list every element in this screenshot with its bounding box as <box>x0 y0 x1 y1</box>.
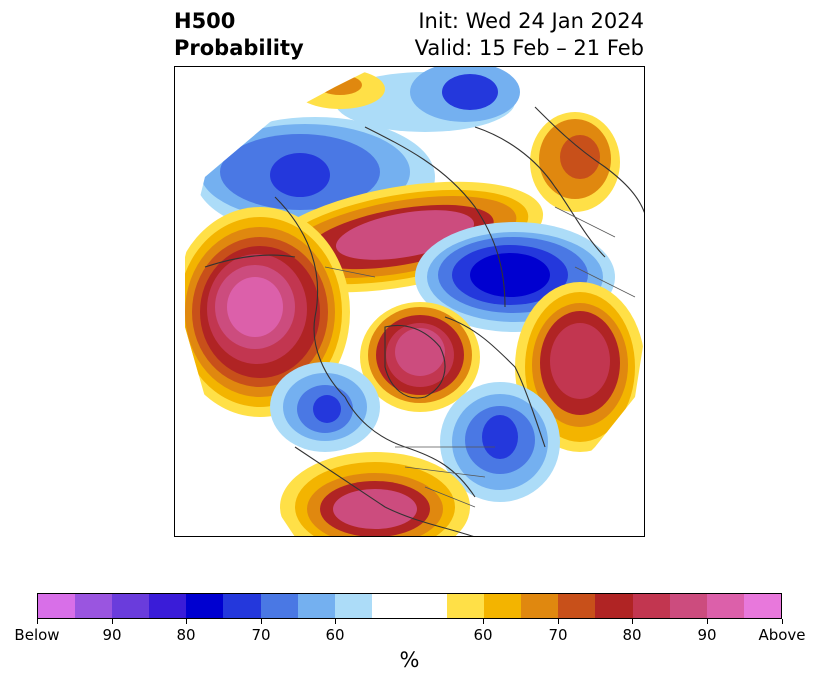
map-panel <box>174 66 645 537</box>
colorbar-segment <box>743 594 781 618</box>
colorbar-segment <box>223 594 261 618</box>
colorbar-tick-label: Above <box>758 626 806 644</box>
init-date: Init: Wed 24 Jan 2024 <box>418 9 644 33</box>
colorbar-segment <box>447 594 485 618</box>
colorbar-segment <box>595 594 633 618</box>
colorbar-segment <box>38 594 76 618</box>
colorbar-tick-label: 90 <box>697 626 717 644</box>
colorbar-tick <box>261 619 262 624</box>
colorbar-segment <box>669 594 707 618</box>
colorbar-tick-label: 80 <box>622 626 642 644</box>
colorbar-tick <box>112 619 113 624</box>
colorbar-tick <box>782 619 783 624</box>
colorbar-segment <box>260 594 298 618</box>
colorbar-segment <box>558 594 596 618</box>
colorbar-tick <box>186 619 187 624</box>
colorbar-tick-label: 90 <box>102 626 122 644</box>
colorbar-segment <box>484 594 522 618</box>
colorbar-segment <box>186 594 224 618</box>
colorbar <box>37 593 782 619</box>
colorbar-tick-label: 70 <box>548 626 568 644</box>
probability-map <box>185 67 644 536</box>
colorbar-tick <box>558 619 559 624</box>
colorbar-segment <box>112 594 150 618</box>
title-block-left: H500 Probability <box>174 8 304 62</box>
colorbar-tick-label: 60 <box>473 626 493 644</box>
colorbar-tick <box>632 619 633 624</box>
title-metric: Probability <box>174 36 304 60</box>
title-field: H500 <box>174 9 236 33</box>
colorbar-labels: Below 90 80 70 60 60 70 80 90 Above <box>14 626 805 646</box>
colorbar-tick-label: Below <box>14 626 60 644</box>
colorbar-segment <box>297 594 335 618</box>
colorbar-tick-label: 60 <box>325 626 345 644</box>
colorbar-segment <box>371 594 448 618</box>
valid-range: Valid: 15 Feb – 21 Feb <box>414 36 644 60</box>
colorbar-tick-label: 70 <box>251 626 271 644</box>
colorbar-tick <box>707 619 708 624</box>
colorbar-segment <box>632 594 670 618</box>
colorbar-segment <box>334 594 372 618</box>
probability-fill <box>185 67 644 536</box>
colorbar-tick <box>483 619 484 624</box>
colorbar-unit-label: % <box>399 648 420 672</box>
colorbar-tick <box>335 619 336 624</box>
colorbar-segment <box>75 594 113 618</box>
borders <box>324 206 636 508</box>
colorbar-segment <box>706 594 744 618</box>
colorbar-segment <box>149 594 187 618</box>
colorbar-tick <box>37 619 38 624</box>
colorbar-tick-label: 80 <box>176 626 196 644</box>
colorbar-segment <box>521 594 559 618</box>
title-block-right: Init: Wed 24 Jan 2024 Valid: 15 Feb – 21… <box>415 8 644 62</box>
